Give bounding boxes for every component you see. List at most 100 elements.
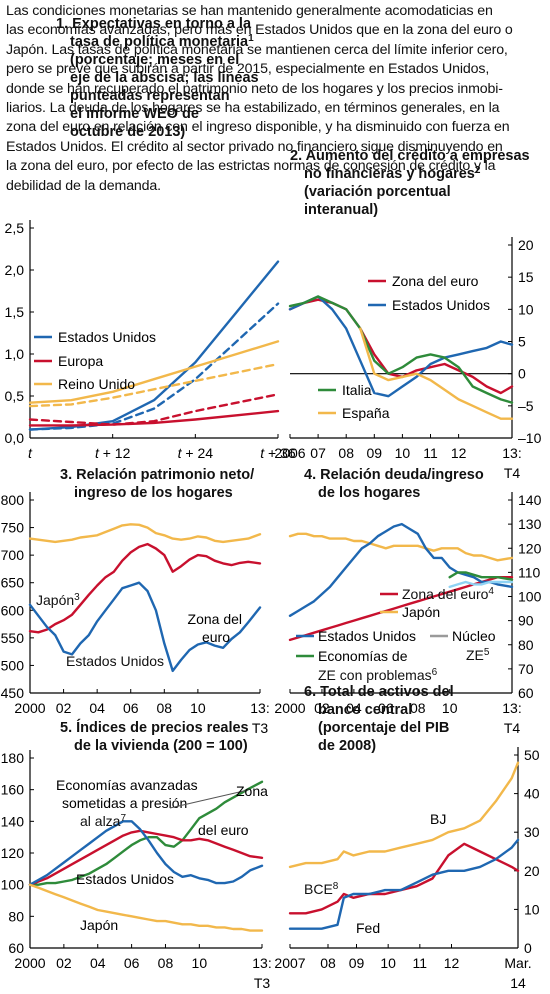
x-tick-label: 2000 <box>14 700 45 716</box>
legend-label: Economías de <box>318 648 408 664</box>
y-tick-label: 550 <box>1 630 25 646</box>
x-tick-label: t + 12 <box>95 445 131 461</box>
x-tick-label: 2000 <box>274 700 305 716</box>
x-tick-label-sub: 14 <box>510 975 526 991</box>
chart-title-line: 6. Total de activos del <box>304 684 454 700</box>
chart-title-line: (porcentaje; meses en el <box>70 52 239 68</box>
series-line <box>28 409 280 427</box>
x-tick-label: 04 <box>89 700 105 716</box>
legend-label: Estados Unidos <box>392 297 490 313</box>
x-tick-label: 2000 <box>14 955 45 971</box>
x-tick-label: 2006 <box>274 445 305 461</box>
y-tick-label: 0 <box>524 940 532 956</box>
x-tick-label: 12 <box>451 445 467 461</box>
chart-title-line: octubre de 2013) <box>70 124 185 140</box>
x-tick-label: 10 <box>395 445 411 461</box>
x-tick-label: 04 <box>90 955 106 971</box>
y-tick-label: 0,0 <box>5 430 25 446</box>
legend-label: Zona del euro4 <box>402 586 494 602</box>
series-label: al alza7 <box>80 813 126 829</box>
legend-label: Estados Unidos <box>318 628 416 644</box>
y-tick-label: 140 <box>518 492 542 508</box>
chart-title-line: punteadas representan <box>70 88 230 104</box>
x-tick-label-sub: T3 <box>254 975 271 991</box>
series-line <box>288 295 514 398</box>
y-tick-label: 100 <box>1 877 25 893</box>
y-tick-label: 40 <box>524 786 540 802</box>
intro-line: pero se prevé que subirán a partir de 20… <box>6 61 490 78</box>
legend-label: Japón <box>402 604 440 620</box>
y-tick-label: 80 <box>8 908 24 924</box>
chart-title-line: el informe WEO de <box>70 106 199 122</box>
y-tick-label: 140 <box>1 813 25 829</box>
y-tick-label: 10 <box>524 901 540 917</box>
series-line <box>28 393 280 426</box>
series-label: Estados Unidos <box>76 871 174 887</box>
y-tick-label: 5 <box>518 334 526 350</box>
y-tick-label: 10 <box>518 301 534 317</box>
y-tick-label: 80 <box>518 637 534 653</box>
series-line <box>28 820 264 886</box>
y-tick-label: –10 <box>518 430 542 446</box>
x-tick-label: 04 <box>346 700 362 716</box>
y-tick-label: 15 <box>518 269 534 285</box>
series-label: Zona del <box>188 611 242 627</box>
y-tick-label: 800 <box>1 492 25 508</box>
y-tick-label: 1,5 <box>5 304 25 320</box>
y-tick-label: 700 <box>1 547 25 563</box>
legend-label: ZE5 <box>466 647 490 663</box>
series-line <box>28 883 264 932</box>
x-tick-label: 07 <box>310 445 326 461</box>
series-label: BCE8 <box>304 881 339 897</box>
y-tick-label: 130 <box>518 516 542 532</box>
chart-title-line: interanual) <box>304 202 378 218</box>
x-tick-label: 10 <box>442 700 458 716</box>
legend-label: Estados Unidos <box>58 329 156 345</box>
legend-label: Italia <box>342 382 372 398</box>
chart-title-line: (porcentaje del PIB <box>318 720 449 736</box>
x-tick-label: t + 24 <box>178 445 214 461</box>
legend-label: Reino Unido <box>58 376 135 392</box>
legend-label: España <box>342 405 390 421</box>
x-tick-label: 08 <box>158 955 174 971</box>
chart-title-line: de la vivienda (200 = 100) <box>74 738 248 754</box>
series-line <box>28 780 264 886</box>
x-tick-label: 13: <box>502 445 521 461</box>
legend-label: ZE con problemas6 <box>318 667 438 683</box>
x-tick-label: 08 <box>320 955 336 971</box>
series-line <box>28 340 280 404</box>
x-tick-label: 02 <box>56 700 72 716</box>
x-tick-label: 10 <box>192 955 208 971</box>
x-tick-label: 08 <box>338 445 354 461</box>
y-tick-label: 600 <box>1 602 25 618</box>
x-tick-label: 11 <box>423 445 438 461</box>
series-line <box>28 302 280 431</box>
y-tick-label: 120 <box>1 845 25 861</box>
intro-line: Japón. Las tasas de política monetaria s… <box>6 41 508 58</box>
series-line <box>28 581 262 673</box>
series-label: Economías avanzadas <box>56 777 198 793</box>
y-tick-label: 30 <box>524 824 540 840</box>
y-tick-label: 20 <box>524 863 540 879</box>
x-tick-label: 06 <box>378 700 394 716</box>
y-tick-label: 500 <box>1 657 25 673</box>
series-label: sometidas a presión <box>62 795 187 811</box>
series-line <box>288 842 520 915</box>
intro-line: debilidad de la demanda. <box>6 177 161 194</box>
series-line <box>28 362 280 408</box>
series-label: del euro <box>198 822 249 838</box>
x-tick-label: t <box>28 445 33 461</box>
x-tick-label: 09 <box>367 445 383 461</box>
series-line <box>288 295 514 404</box>
x-tick-label: 11 <box>413 955 428 971</box>
intro-line: liarios. La deuda de los hogares se ha e… <box>6 100 500 117</box>
series-line <box>28 542 262 634</box>
y-tick-label: 650 <box>1 575 25 591</box>
intro-line: la zona del euro, por efecto de las estr… <box>6 158 496 175</box>
x-tick-label: Mar. <box>504 955 531 971</box>
x-tick-label: 06 <box>123 700 139 716</box>
x-tick-label-sub: T4 <box>504 720 521 736</box>
series-line <box>448 571 514 581</box>
series-label: Japón3 <box>36 592 80 608</box>
x-tick-label: 13: <box>252 955 271 971</box>
